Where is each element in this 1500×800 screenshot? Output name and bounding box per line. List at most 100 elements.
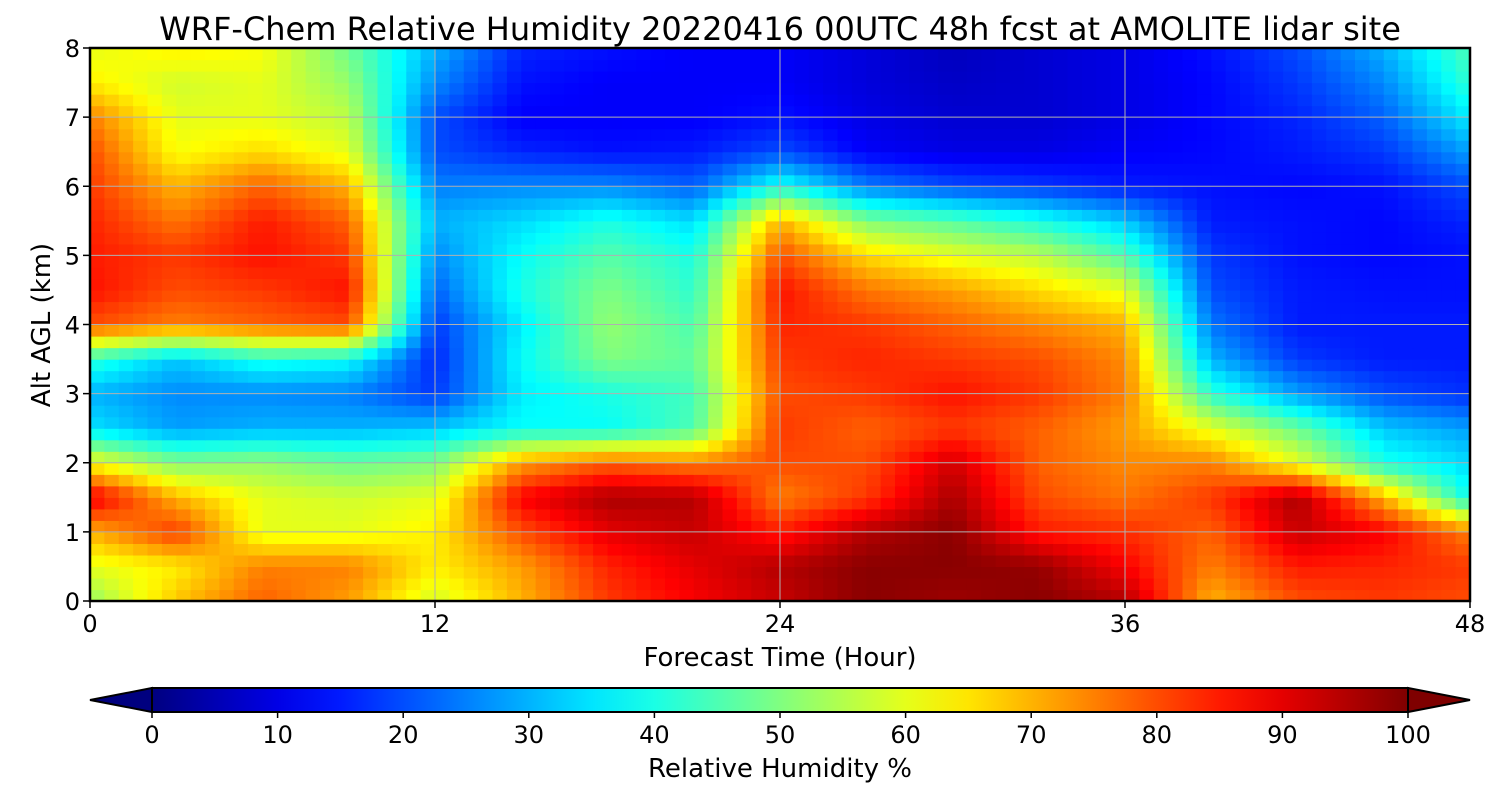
heat-cell <box>90 474 105 487</box>
heat-cell <box>334 589 350 602</box>
heat-cell <box>305 174 321 187</box>
heat-cell <box>276 82 292 95</box>
heat-cell <box>248 312 264 326</box>
heat-cell <box>463 451 479 464</box>
heat-cell <box>808 370 824 383</box>
heat-cell <box>219 117 235 130</box>
heat-cell <box>262 186 278 199</box>
heat-cell <box>262 301 278 314</box>
heat-cell <box>1168 474 1184 487</box>
heat-cell <box>1053 105 1069 118</box>
heat-cell <box>909 531 925 544</box>
heat-cell <box>1412 59 1428 72</box>
heat-cell <box>276 48 292 61</box>
heat-cell <box>880 301 896 314</box>
heat-cell <box>262 508 278 521</box>
heat-cell <box>1268 71 1284 84</box>
heat-cell <box>1254 59 1270 72</box>
heat-cell <box>305 82 321 95</box>
heat-cell <box>966 266 982 280</box>
heat-cell <box>248 577 264 591</box>
heat-cell <box>722 359 738 372</box>
heat-cell <box>1110 554 1126 568</box>
heat-cell <box>276 266 292 280</box>
heat-cell <box>205 82 220 95</box>
heat-cell <box>1240 520 1255 533</box>
heat-cell <box>1139 451 1155 464</box>
heat-cell <box>995 71 1011 84</box>
heat-cell <box>1010 266 1025 280</box>
heat-cell <box>981 485 997 498</box>
heat-cell <box>938 82 954 95</box>
heat-cell <box>550 428 565 441</box>
heat-cell <box>909 589 925 602</box>
heat-cell <box>463 359 479 372</box>
heat-cell <box>1283 151 1299 164</box>
heat-cell <box>1340 347 1356 360</box>
heat-cell <box>118 105 134 118</box>
heat-cell <box>1225 255 1241 268</box>
heat-cell <box>851 543 867 556</box>
heat-cell <box>276 324 292 337</box>
heat-cell <box>981 59 997 72</box>
heat-cell <box>118 266 134 280</box>
heat-cell <box>205 370 220 383</box>
heat-cell <box>1326 359 1342 372</box>
heat-cell <box>1254 370 1270 383</box>
heat-cell <box>1398 48 1414 61</box>
heat-cell <box>320 439 335 452</box>
heat-cell <box>320 485 335 498</box>
heat-cell <box>90 416 105 429</box>
heat-cell <box>981 577 997 591</box>
heat-cell <box>1311 71 1327 84</box>
heat-cell <box>895 531 910 544</box>
heat-cell <box>564 82 580 95</box>
heat-cell <box>90 117 105 130</box>
heat-cell <box>837 220 853 233</box>
heat-cell <box>1010 416 1025 429</box>
heat-cell <box>506 209 522 222</box>
heat-cell <box>449 186 465 199</box>
heat-cell <box>1254 462 1270 475</box>
heat-cell <box>363 531 379 544</box>
heat-cell <box>291 186 307 199</box>
heat-cell <box>90 520 105 533</box>
heat-cell <box>1369 543 1385 556</box>
heat-cell <box>981 554 997 568</box>
heat-cell <box>1196 428 1212 441</box>
heat-cell <box>377 59 393 72</box>
heat-cell <box>219 128 235 141</box>
heat-cell <box>449 312 465 326</box>
heat-cell <box>1110 174 1126 187</box>
heat-cell <box>420 243 436 256</box>
heat-cell <box>837 451 853 464</box>
heat-cell <box>377 151 393 164</box>
heat-cell <box>1010 324 1025 337</box>
heat-cell <box>895 197 910 210</box>
heat-cell <box>1254 359 1270 372</box>
heat-cell <box>1441 312 1457 326</box>
heat-cell <box>1153 232 1169 245</box>
heat-cell <box>1024 94 1040 107</box>
heat-cell <box>607 232 623 245</box>
heat-cell <box>1398 209 1414 222</box>
heat-cell <box>334 347 350 360</box>
heat-cell <box>1398 439 1414 452</box>
heat-cell <box>593 197 609 210</box>
heat-cell <box>578 163 594 176</box>
heat-cell <box>478 359 494 372</box>
heat-cell <box>334 243 350 256</box>
heat-cell <box>578 359 594 372</box>
heat-cell <box>248 462 264 475</box>
heat-cell <box>593 520 609 533</box>
heat-cell <box>650 370 666 383</box>
heat-cell <box>966 393 982 406</box>
heat-cell <box>1153 462 1169 475</box>
heat-cell <box>607 197 623 210</box>
heat-cell <box>679 197 695 210</box>
heat-cell <box>449 451 465 464</box>
heat-cell <box>880 405 896 418</box>
heat-cell <box>1355 497 1370 510</box>
heat-cell <box>1240 289 1255 303</box>
heat-cell <box>1254 140 1270 153</box>
